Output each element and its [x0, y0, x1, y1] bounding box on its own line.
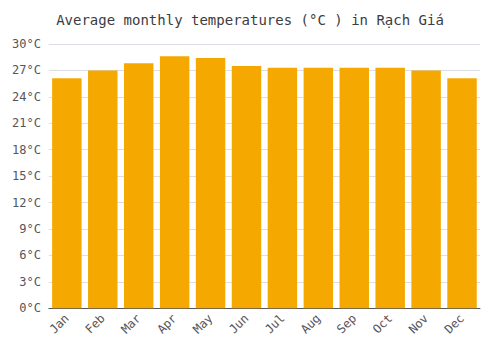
svg-text:15°C: 15°C: [12, 169, 41, 183]
svg-text:3°C: 3°C: [19, 275, 41, 289]
svg-text:0°C: 0°C: [19, 301, 41, 315]
svg-text:Oct: Oct: [370, 311, 395, 336]
svg-text:Nov: Nov: [406, 311, 431, 336]
svg-text:24°C: 24°C: [12, 90, 41, 104]
svg-text:9°C: 9°C: [19, 222, 41, 236]
svg-text:6°C: 6°C: [19, 248, 41, 262]
svg-text:Jun: Jun: [226, 311, 251, 336]
svg-text:21°C: 21°C: [12, 116, 41, 130]
svg-text:Apr: Apr: [154, 311, 179, 336]
svg-text:12°C: 12°C: [12, 196, 41, 210]
svg-text:Aug: Aug: [298, 311, 323, 336]
svg-text:30°C: 30°C: [12, 37, 41, 51]
svg-text:Average monthly temperatures (: Average monthly temperatures (°C ) in Rạ…: [56, 12, 444, 28]
svg-text:Dec: Dec: [442, 311, 467, 336]
svg-text:18°C: 18°C: [12, 143, 41, 157]
svg-text:Jan: Jan: [47, 311, 72, 336]
svg-text:Feb: Feb: [83, 311, 108, 336]
svg-text:Jul: Jul: [262, 311, 287, 336]
svg-text:May: May: [190, 311, 215, 336]
svg-text:Sep: Sep: [334, 311, 359, 336]
svg-text:Mar: Mar: [118, 311, 143, 336]
svg-text:27°C: 27°C: [12, 63, 41, 77]
